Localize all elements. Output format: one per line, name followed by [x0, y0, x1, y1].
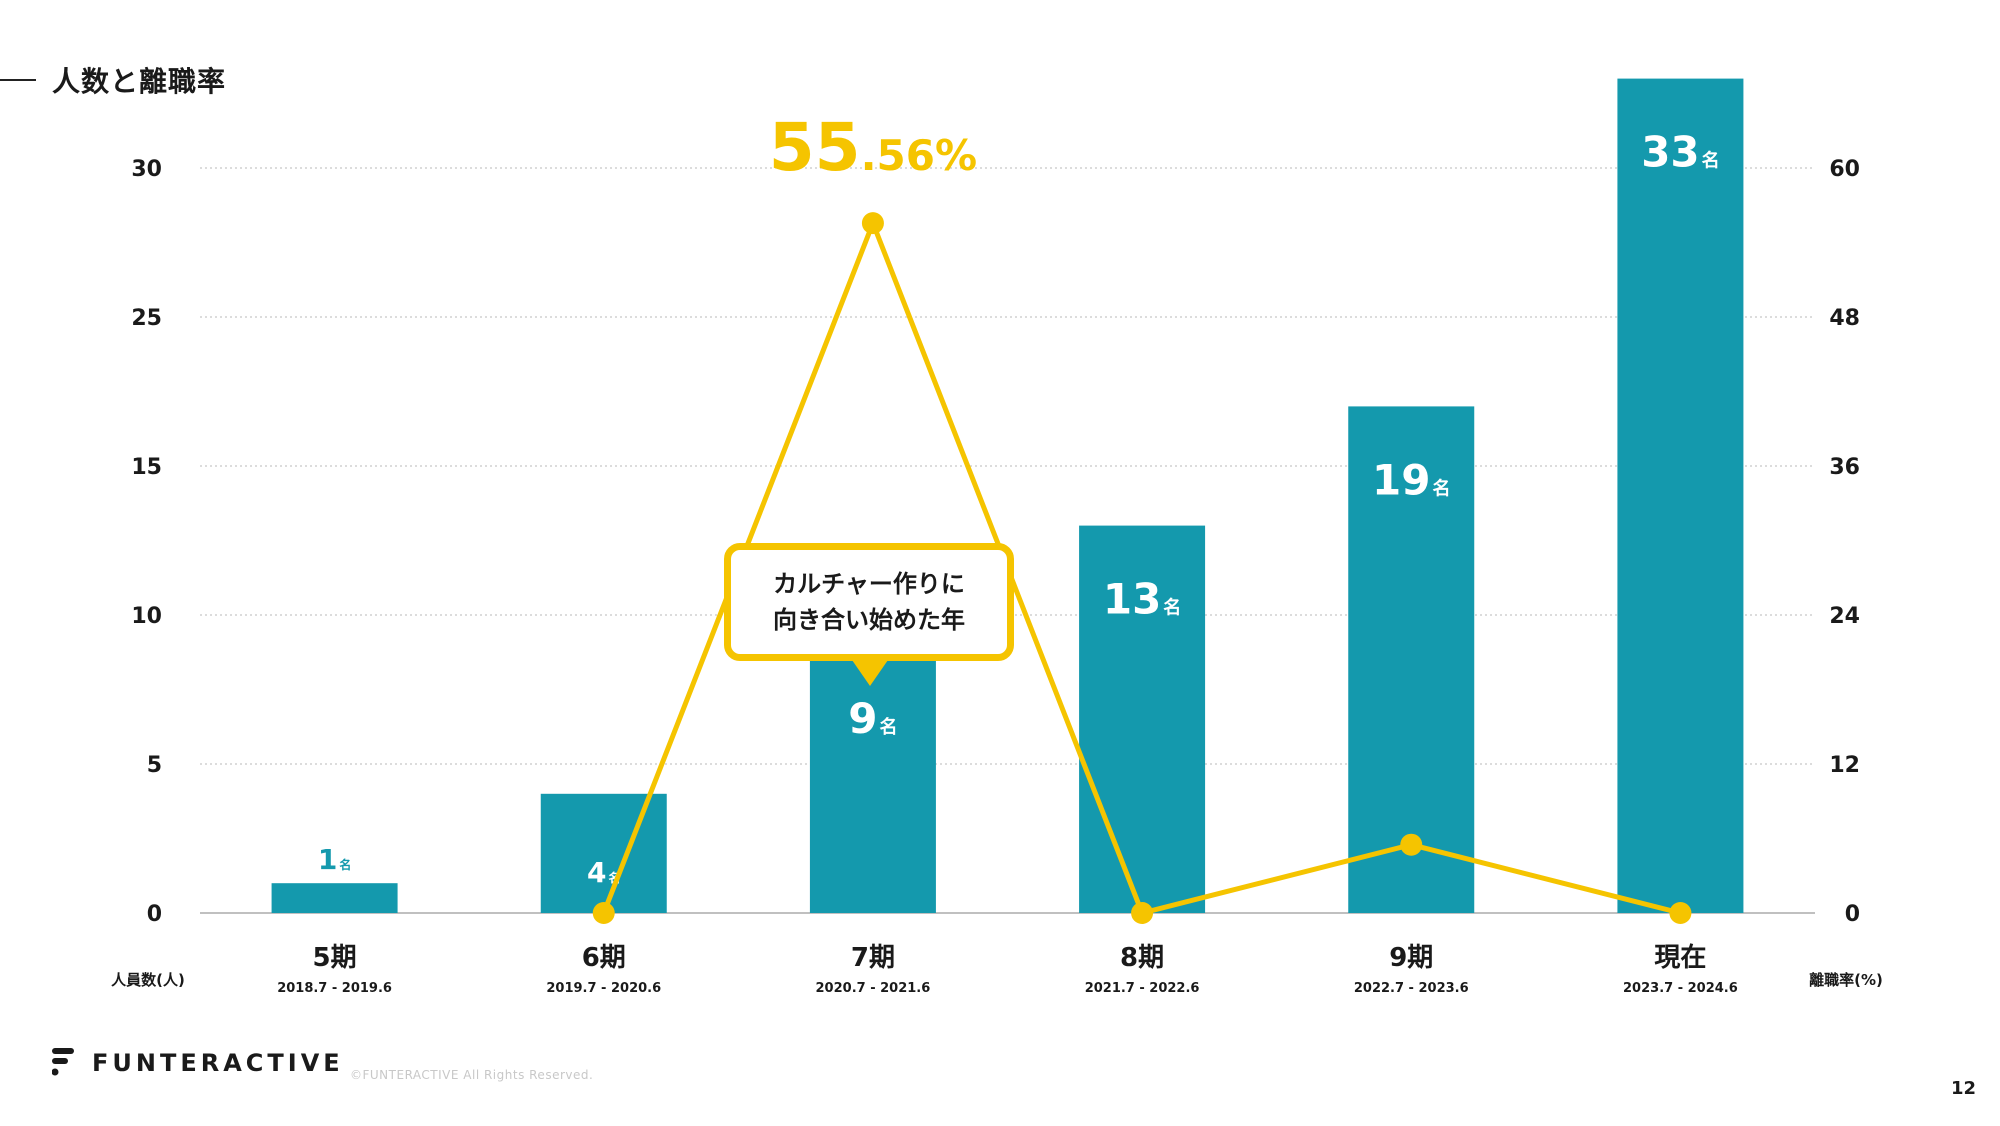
category-label: 7期: [851, 943, 895, 973]
left-axis-tick: 0: [147, 902, 162, 927]
bar-value-label: 19 名: [1372, 455, 1450, 504]
left-axis-tick: 15: [131, 455, 162, 480]
period-label: 2020.7 - 2021.6: [816, 981, 931, 996]
right-axis-tick: 36: [1829, 455, 1860, 480]
heading-rule: [0, 79, 36, 81]
right-axis-tick: 48: [1829, 306, 1860, 331]
category-label: 9期: [1389, 943, 1433, 973]
headcount-bar: [1079, 525, 1206, 913]
bar-value-label: 33 名: [1641, 128, 1719, 177]
left-axis-tick: 30: [131, 157, 162, 182]
peak-turnover-label: 55.56%: [769, 109, 977, 186]
right-axis-tick: 0: [1845, 902, 1860, 927]
callout-line-2: 向き合い始めた年: [773, 606, 965, 634]
left-axis-tick: 10: [131, 604, 162, 629]
bar-value-label: 13 名: [1103, 575, 1181, 624]
category-label: 5期: [313, 943, 357, 973]
callout-line-1: カルチャー作りに: [773, 570, 965, 598]
headcount-bar: [1348, 406, 1475, 913]
category-label: 8期: [1120, 943, 1164, 973]
slide-heading: 人数と離職率: [0, 60, 226, 100]
left-axis-tick: 25: [131, 306, 162, 331]
funteractive-logo-icon: [52, 1048, 74, 1076]
headcount-bar: [540, 793, 667, 913]
slide-title: 人数と離職率: [52, 65, 227, 98]
footer-logo: FUNTERACTIVE: [52, 1048, 344, 1078]
brand-name: FUNTERACTIVE: [92, 1049, 344, 1077]
left-axis-label: 人員数(人): [111, 971, 185, 989]
turnover-point: [592, 902, 615, 924]
page-number: 12: [1950, 1078, 1976, 1099]
headcount-bar: [271, 883, 398, 913]
category-label: 6期: [582, 943, 626, 973]
turnover-point: [1669, 902, 1692, 924]
culture-callout: カルチャー作りに 向き合い始めた年: [724, 543, 1014, 661]
period-label: 2019.7 - 2020.6: [546, 981, 661, 996]
turnover-point: [861, 212, 884, 235]
period-label: 2023.7 - 2024.6: [1623, 981, 1738, 996]
turnover-point: [1400, 833, 1423, 856]
right-axis-label: 離職率(%): [1809, 971, 1883, 989]
turnover-point: [1131, 902, 1154, 924]
callout-pointer: [852, 660, 888, 686]
right-axis-tick: 12: [1829, 753, 1860, 778]
headcount-bar: [1617, 78, 1744, 914]
period-label: 2022.7 - 2023.6: [1354, 981, 1469, 996]
right-axis-tick: 60: [1829, 157, 1860, 182]
category-label: 現在: [1654, 943, 1706, 973]
headcount-bar: [809, 644, 936, 913]
right-axis-tick: 24: [1829, 604, 1860, 629]
left-axis-tick: 5: [147, 753, 162, 778]
period-label: 2018.7 - 2019.6: [277, 981, 392, 996]
copyright-text: ©FUNTERACTIVE All Rights Reserved.: [350, 1068, 594, 1082]
period-label: 2021.7 - 2022.6: [1085, 981, 1200, 996]
